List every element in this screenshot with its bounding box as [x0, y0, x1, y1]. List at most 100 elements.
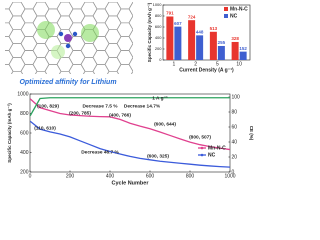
hexagon [0, 0, 1, 2]
x-tick-label: 5 [216, 61, 219, 67]
y-tick-label: 400 [20, 150, 29, 156]
hexagon [116, 50, 133, 65]
hexagon [128, 2, 133, 17]
legend-label: NC [230, 13, 238, 19]
x-axis-label: Current Density (A g⁻¹) [179, 67, 234, 73]
value-label: 255 [218, 40, 226, 45]
bar [166, 16, 174, 60]
y-axis-label: Specific Capacity (mAh g⁻¹) [147, 2, 152, 62]
li-atom [51, 45, 65, 59]
y2-tick-label: 20 [232, 154, 238, 160]
hexagon [105, 85, 121, 99]
hexagon [0, 78, 13, 92]
hexagon [0, 57, 1, 71]
hexagon [92, 50, 110, 65]
annotation: (600, 325) [147, 153, 169, 159]
y-tick-label: 800 [155, 13, 162, 18]
y-axis-label: Specific Capacity (mAh g⁻¹) [7, 103, 12, 163]
y-tick-label: 1000 [17, 91, 28, 97]
legend-swatch [224, 14, 228, 18]
bar [209, 31, 217, 60]
hexagon [20, 50, 38, 65]
hexagon [0, 85, 1, 99]
capacity-line [29, 98, 231, 151]
y-tick-label: 1000 [153, 2, 163, 7]
hexagon [68, 50, 86, 65]
bar [231, 41, 239, 60]
hexagon [5, 50, 14, 65]
hexagon [131, 70, 133, 74]
mn-atom [64, 34, 72, 42]
bar [196, 35, 204, 60]
annotation: (800, 507) [189, 134, 211, 140]
hexagon [60, 2, 70, 3]
value-label: 448 [196, 30, 204, 35]
hexagon [5, 2, 14, 10]
y2-tick-label: 0 [232, 169, 235, 175]
y-tick-label: 800 [20, 111, 29, 117]
n-atom [58, 31, 64, 37]
x-tick-label: 0 [29, 173, 32, 179]
legend-label: Mn-N-C [230, 6, 248, 12]
bar [174, 26, 182, 61]
figure: Optimized affinity for Lithium 020040060… [0, 0, 254, 186]
capacity-line [29, 120, 231, 168]
annotation: Decrease 14.7% [124, 103, 161, 109]
hexagon [57, 85, 73, 99]
y2-tick-label: 40 [232, 139, 238, 145]
hexagon [0, 99, 1, 113]
hexagon [0, 2, 1, 16]
hexagon [44, 2, 62, 10]
y-tick-label: 400 [155, 35, 162, 40]
annotation: Decrease 7.5 % [83, 103, 119, 109]
hexagon [5, 8, 14, 24]
hexagon [92, 64, 110, 74]
hexagon [20, 64, 38, 74]
bar [239, 51, 247, 60]
x-tick-label: 800 [186, 173, 195, 179]
value-label: 328 [231, 36, 239, 41]
value-label: 513 [210, 26, 218, 31]
x-tick-label: 400 [106, 173, 115, 179]
x-axis-label: Cycle Number [112, 180, 150, 186]
bar [217, 45, 225, 60]
legend-marker [200, 146, 204, 150]
caption: Optimized affinity for Lithium [19, 79, 116, 86]
value-label: 607 [174, 21, 182, 26]
annotation: Decrease 46.7 % [81, 149, 119, 155]
y-tick-label: 0 [159, 57, 162, 62]
legend-marker [200, 153, 204, 157]
hexagon [108, 2, 118, 3]
y-tick-label: 200 [155, 46, 162, 51]
bar [188, 20, 196, 60]
x-tick-label: 200 [66, 173, 75, 179]
hexagon [33, 85, 49, 99]
value-label: 791 [166, 11, 174, 16]
li-atom [37, 21, 55, 39]
annotation: (600, 644) [154, 121, 176, 127]
hexagon [20, 2, 38, 10]
hexagon [5, 36, 14, 51]
efficiency-line [29, 97, 230, 117]
hexagon [129, 85, 145, 99]
hexagon [84, 2, 94, 3]
hexagon [12, 2, 22, 3]
y2-tick-label: 60 [232, 124, 238, 130]
hexagon [5, 22, 14, 37]
hexagon [44, 64, 62, 74]
annotation: (110, 610) [34, 125, 56, 131]
x-tick-label: 10 [236, 61, 242, 67]
legend-label: Mn-N-C [208, 145, 226, 151]
hexagon [5, 64, 14, 74]
x-tick-label: 2 [194, 61, 197, 67]
hexagon [117, 78, 133, 92]
plot-frame [162, 4, 251, 61]
value-label: 152 [239, 46, 247, 51]
annotation: (100, 829) [37, 103, 59, 109]
y-tick-label: 200 [20, 169, 29, 175]
hexagon [0, 16, 1, 30]
annotation: (200, 785) [69, 110, 91, 116]
legend-label: NC [208, 152, 216, 158]
y2-tick-label: 100 [232, 94, 241, 100]
hexagon [0, 30, 1, 44]
